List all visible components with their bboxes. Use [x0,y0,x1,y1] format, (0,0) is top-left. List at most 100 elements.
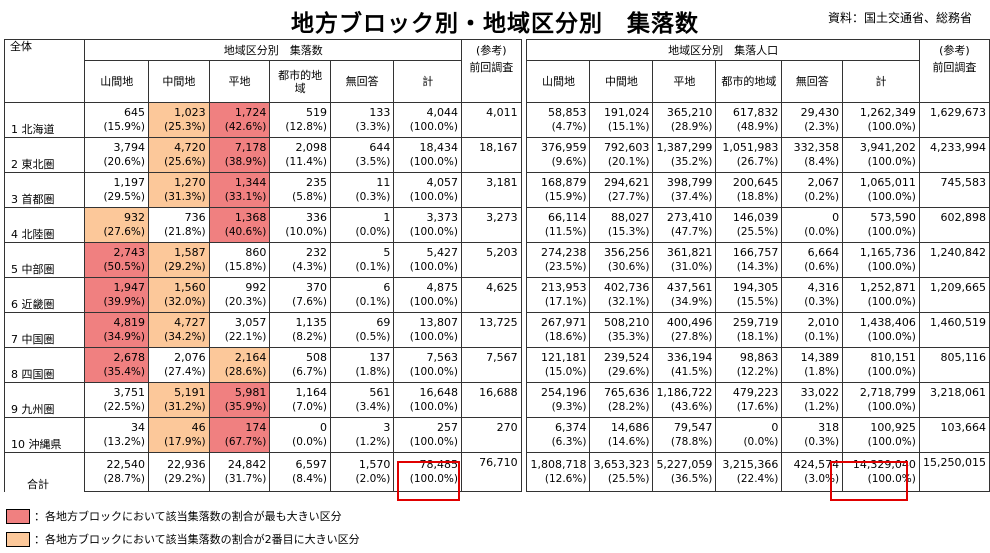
pop-cell: 259,719 [715,312,783,330]
count-pct-cell: (20.6%) [84,155,150,173]
row-label: 9 九州圏 [3,382,86,418]
prev-pop-cell: 103,664 [918,417,990,453]
count-pct-cell: (67.7%) [208,435,271,453]
count-pct-cell: (27.6%) [84,225,150,243]
count-pct-cell: (8.2%) [269,330,331,348]
count-pct-cell: (27.4%) [148,365,210,383]
pop-pct-cell: (0.3%) [781,435,844,453]
count-cell: 16,648 [393,382,463,400]
pop-pct-cell: (100.0%) [842,260,920,278]
pop-cell: 810,151 [842,347,920,365]
count-cell: 257 [393,417,463,435]
pop-pct-cell: (14.3%) [715,260,783,278]
prev-count-cell: 7,567 [461,347,522,383]
table-row-pct: (50.5%) (29.2%) (15.8%) (4.3%) (0.1%) (100.0%… [5,260,990,278]
count-pct-cell: (0.3%) [329,190,395,208]
count-cell: 736 [148,207,210,225]
prev-pop-cell: 15,250,015 [918,452,990,492]
count-cell: 1,560 [148,277,210,295]
prev-pop-cell: 1,209,665 [918,277,990,313]
legend-second-text: ：各地方ブロックにおいて該当集落数の割合が2番目に大きい区分 [34,533,360,546]
pop-cell: 98,863 [715,347,783,365]
pop-cell: 267,971 [526,312,591,330]
pop-cell: 3,653,323 [589,452,654,472]
count-pct-cell: (31.3%) [148,190,210,208]
count-cell: 1,135 [269,312,331,330]
col-middle-pop: 中間地 [589,60,654,103]
count-pct-cell: (33.1%) [208,190,271,208]
pop-cell: 617,832 [715,102,783,120]
count-pct-cell: (0.1%) [329,260,395,278]
pop-cell: 398,799 [652,172,717,190]
prev-count-cell: 76,710 [461,452,522,492]
pop-cell: 1,808,718 [526,452,591,472]
pop-cell: 200,645 [715,172,783,190]
count-pct-cell: (100.0%) [393,472,463,492]
pop-pct-cell: (30.6%) [589,260,654,278]
count-pct-cell: (40.6%) [208,225,271,243]
pop-cell: 765,636 [589,382,654,400]
col-noanswer: 無回答 [329,60,395,103]
prev-count-cell: 18,167 [461,137,522,173]
count-cell: 13,807 [393,312,463,330]
count-pct-cell: (4.3%) [269,260,331,278]
count-pct-cell: (100.0%) [393,365,463,383]
pop-cell: 239,524 [589,347,654,365]
count-cell: 508 [269,347,331,365]
pop-cell: 2,010 [781,312,844,330]
count-pct-cell: (15.9%) [84,120,150,138]
count-cell: 1,587 [148,242,210,260]
count-pct-cell: (100.0%) [393,435,463,453]
count-pct-cell: (35.4%) [84,365,150,383]
count-cell: 1,947 [84,277,150,295]
settlement-table: 全体 地域区分別 集落数 (参考) 地域区分別 集落人口 (参考) 山間地 中間… [3,39,990,492]
pop-pct-cell: (11.5%) [526,225,591,243]
count-cell: 235 [269,172,331,190]
prev-pop-cell: 1,240,842 [918,242,990,278]
row-label: 2 東北圏 [3,137,86,173]
count-cell: 6 [329,277,395,295]
count-pct-cell: (3.4%) [329,400,395,418]
legend-max-text: ：各地方ブロックにおいて該当集落数の割合が最も大きい区分 [34,510,342,523]
count-pct-cell: (8.4%) [269,472,331,492]
page-title: 地方ブロック別・地域区分別 集落数 [291,11,699,37]
corner-header: 全体 [3,39,86,103]
col-urban-pop: 都市的地域 [715,60,783,103]
count-pct-cell: (28.7%) [84,472,150,492]
count-pct-cell: (28.6%) [208,365,271,383]
pop-pct-cell: (41.5%) [652,365,717,383]
pop-pct-cell: (100.0%) [842,120,920,138]
pop-cell: 1,065,011 [842,172,920,190]
pop-cell: 254,196 [526,382,591,400]
count-cell: 860 [208,242,271,260]
table-row: 10 沖縄県 34 46 174 0 3 257 270 6,374 14,686 79,547 0 3… [3,417,990,453]
table-row: 9 九州圏 3,751 5,191 5,981 1,164 561 16,648 16,688… [3,382,990,418]
count-cell: 22,540 [84,452,150,472]
pop-cell: 400,496 [652,312,717,330]
pop-pct-cell: (4.7%) [526,120,591,138]
pop-pct-cell: (100.0%) [842,225,920,243]
count-pct-cell: (2.0%) [329,472,395,492]
pop-pct-cell: (28.9%) [652,120,717,138]
pop-cell: 437,561 [652,277,717,295]
pop-pct-cell: (9.3%) [526,400,591,418]
pop-pct-cell: (43.6%) [652,400,717,418]
pop-pct-cell: (12.6%) [526,472,591,492]
pop-cell: 66,114 [526,207,591,225]
pop-pct-cell: (100.0%) [842,435,920,453]
pop-cell: 376,959 [526,137,591,155]
count-pct-cell: (20.3%) [208,295,271,313]
table-row: 8 四国圏 2,678 2,076 2,164 508 137 7,563 7,567 121,… [3,347,990,383]
prev-count-cell: 270 [461,417,522,453]
ref-header: (参考) [461,39,522,61]
pop-pct-cell: (100.0%) [842,295,920,313]
legend-second: ：各地方ブロックにおいて該当集落数の割合が2番目に大きい区分 [6,531,360,547]
pop-pct-cell: (78.8%) [652,435,717,453]
pop-cell: 274,238 [526,242,591,260]
pop-cell: 332,358 [781,137,844,155]
count-pct-cell: (0.5%) [329,330,395,348]
table-row: 1 北海道 645 1,023 1,724 519 133 4,044 4,011 58,853… [3,102,990,138]
pop-cell: 402,736 [589,277,654,295]
count-cell: 46 [148,417,210,435]
count-cell: 3,057 [208,312,271,330]
